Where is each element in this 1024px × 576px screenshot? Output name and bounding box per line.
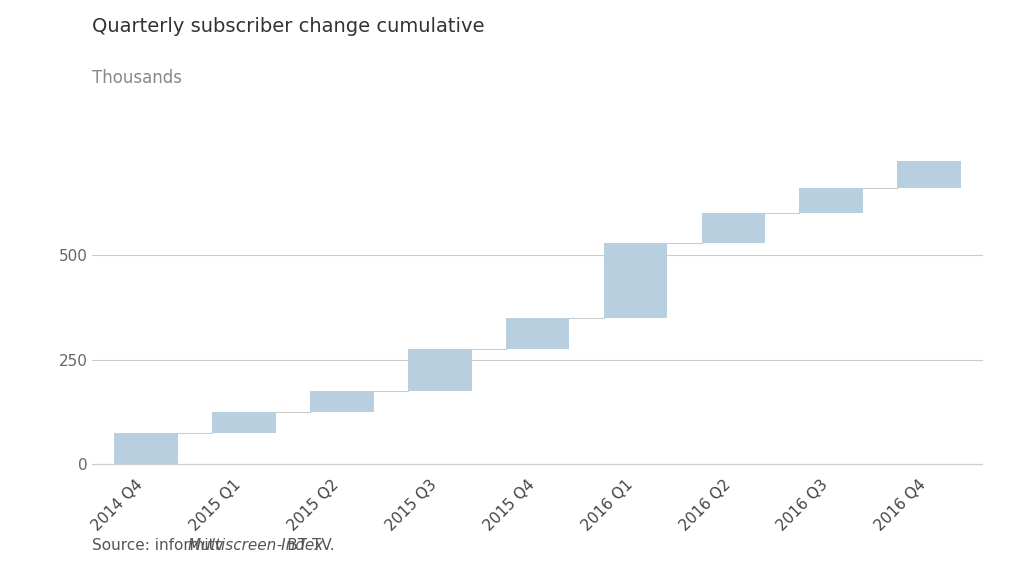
Bar — [701, 214, 765, 242]
Bar — [408, 349, 471, 391]
Bar — [604, 242, 668, 318]
Bar — [212, 412, 275, 433]
Bar — [310, 391, 374, 412]
Text: Quarterly subscriber change cumulative: Quarterly subscriber change cumulative — [92, 17, 484, 36]
Bar — [897, 161, 961, 188]
Bar — [115, 433, 178, 464]
Text: - BT TV.: - BT TV. — [272, 538, 335, 553]
Text: Source: informitv: Source: informitv — [92, 538, 228, 553]
Bar — [506, 318, 569, 349]
Text: Thousands: Thousands — [92, 69, 182, 87]
Bar — [800, 188, 863, 214]
Text: Multiscreen Index: Multiscreen Index — [188, 538, 324, 553]
